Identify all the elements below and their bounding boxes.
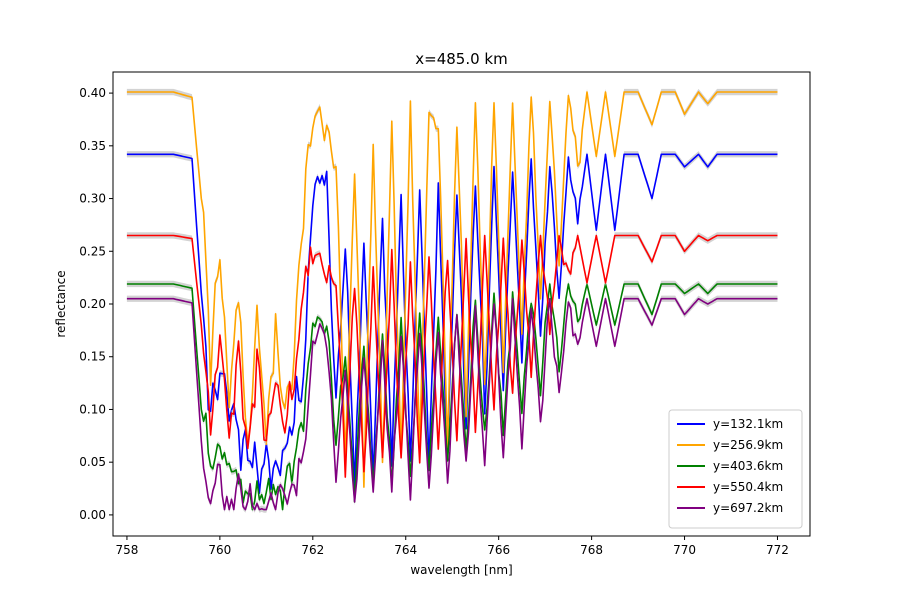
legend-label: y=132.1km (713, 417, 783, 431)
legend-label: y=403.6km (713, 459, 783, 473)
x-axis-label: wavelength [nm] (410, 563, 512, 577)
y-tick-label: 0.40 (79, 86, 106, 100)
chart-title: x=485.0 km (415, 50, 507, 68)
y-tick-label: 0.25 (79, 244, 106, 258)
x-tick-label: 758 (115, 543, 138, 557)
y-tick-label: 0.20 (79, 297, 106, 311)
x-tick-label: 768 (580, 543, 603, 557)
y-tick-label: 0.30 (79, 192, 106, 206)
series-line (126, 297, 778, 511)
x-tick-label: 762 (301, 543, 324, 557)
y-tick-label: 0.15 (79, 350, 106, 364)
x-tick-label: 766 (487, 543, 510, 557)
legend: y=132.1km y=256.9km y=403.6km y=550.4km y=69… (668, 409, 803, 529)
x-tick-label: 764 (394, 543, 417, 557)
y-tick-label: 0.05 (79, 455, 106, 469)
legend-box (668, 409, 803, 529)
series-line (126, 91, 778, 488)
y-tick-label: 0.00 (79, 508, 106, 522)
y-axis: 0.00 0.05 0.10 0.15 0.20 0.25 0.30 0.35 0.40 (79, 86, 113, 522)
y-tick-label: 0.10 (79, 402, 106, 416)
series-line (126, 234, 778, 478)
x-tick-label: 772 (766, 543, 789, 557)
legend-label: y=550.4km (713, 480, 783, 494)
plot-area (126, 88, 778, 513)
y-tick-label: 0.35 (79, 139, 106, 153)
x-axis: 758 760 762 764 766 768 770 772 (115, 536, 789, 557)
legend-label: y=256.9km (713, 438, 783, 452)
x-tick-label: 760 (208, 543, 231, 557)
series-line (126, 153, 778, 494)
y-axis-label: reflectance (54, 270, 68, 337)
x-tick-label: 770 (673, 543, 696, 557)
legend-label: y=697.2km (713, 501, 783, 515)
